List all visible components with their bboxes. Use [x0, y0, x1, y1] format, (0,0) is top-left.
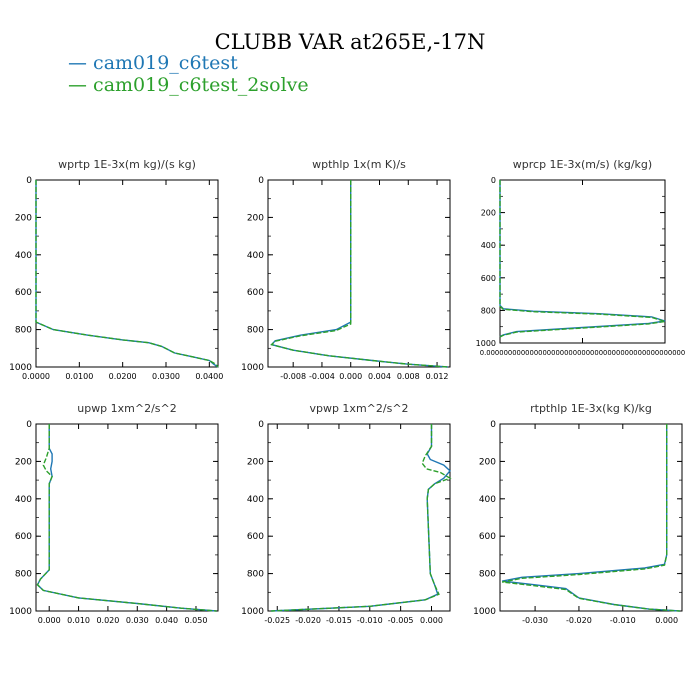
- xtick-label: -0.004: [309, 372, 335, 381]
- ytick-label: 600: [15, 532, 32, 542]
- ytick-label: 0: [490, 420, 496, 430]
- xtick-label: -0.010: [357, 616, 383, 625]
- ytick-label: 400: [15, 251, 32, 261]
- ytick-label: 600: [479, 532, 496, 542]
- panel-frame-5: [267, 423, 451, 612]
- xtick-label: 0.000: [655, 616, 678, 625]
- series-line-2: [270, 180, 448, 368]
- xtick-label: 0.004: [368, 372, 391, 381]
- legend-swatch-2: —: [68, 74, 87, 96]
- ytick-label: 0: [26, 176, 32, 186]
- xtick-label: 0.00000000000000000000000000000000000000…: [480, 349, 685, 357]
- xtick-label: 0.012: [426, 372, 449, 381]
- xtick-label: 0.000: [38, 616, 61, 625]
- series-line-1: [35, 180, 219, 368]
- ytick-label: 600: [481, 274, 496, 283]
- ytick-label: 800: [247, 570, 264, 580]
- page-title: CLUBB VAR at265E,-17N: [214, 30, 486, 54]
- ytick-label: 1000: [9, 363, 32, 373]
- ytick-label: 400: [479, 495, 496, 505]
- ytick-label: 0: [258, 176, 264, 186]
- xtick-label: 0.0100: [65, 372, 93, 381]
- ytick-label: 400: [247, 251, 264, 261]
- panel-title-6: rtpthlp 1E-3x(kg K)/kg: [530, 402, 652, 415]
- xtick-label: -0.030: [522, 616, 548, 625]
- ytick-label: 0: [258, 420, 264, 430]
- legend-swatch-1: —: [68, 52, 87, 74]
- ytick-label: 200: [479, 457, 496, 467]
- series-line-2: [271, 424, 452, 612]
- xtick-label: 0.050: [185, 616, 208, 625]
- panel-title-4: upwp 1xm^2/s^2: [77, 402, 177, 415]
- xtick-label: 0.008: [397, 372, 420, 381]
- xtick-label: 0.000: [420, 616, 443, 625]
- xtick-label: 0.030: [126, 616, 149, 625]
- ytick-label: 1000: [241, 363, 264, 373]
- legend-entry-series-1: — cam019_c6test: [68, 52, 238, 74]
- ytick-label: 800: [247, 326, 264, 336]
- ytick-label: 400: [15, 495, 32, 505]
- xtick-label: -0.025: [264, 616, 290, 625]
- xtick-label: 0.040: [155, 616, 178, 625]
- ytick-label: 1000: [241, 607, 264, 617]
- series-line-1: [36, 424, 217, 612]
- xtick-label: -0.020: [566, 616, 592, 625]
- ytick-label: 200: [15, 457, 32, 467]
- series-line-2: [499, 180, 666, 338]
- panel-title-1: wprtp 1E-3x(m kg)/(s kg): [58, 158, 196, 171]
- series-line-2: [36, 424, 217, 612]
- panel-title-5: vpwp 1xm^2/s^2: [309, 402, 408, 415]
- series-line-1: [502, 424, 680, 612]
- xtick-label: -0.005: [388, 616, 414, 625]
- ytick-label: 200: [481, 209, 496, 218]
- xtick-label: 0.0400: [195, 372, 223, 381]
- panel-frame-3: [499, 179, 666, 344]
- legend-label-1: cam019_c6test: [93, 52, 238, 74]
- xtick-label: 0.0200: [109, 372, 137, 381]
- ytick-label: 200: [247, 457, 264, 467]
- ytick-label: 800: [15, 326, 32, 336]
- xtick-label: 0.000: [339, 372, 362, 381]
- xtick-label: -0.010: [610, 616, 636, 625]
- panel-title-2: wpthlp 1x(m K)/s: [312, 158, 406, 171]
- xtick-label: -0.008: [280, 372, 306, 381]
- series-line-1: [271, 424, 451, 612]
- ytick-label: 200: [15, 213, 32, 223]
- ytick-label: 200: [247, 213, 264, 223]
- xtick-label: 0.0000: [22, 372, 50, 381]
- ytick-label: 400: [247, 495, 264, 505]
- xtick-label: 0.0300: [152, 372, 180, 381]
- ytick-label: 1000: [473, 607, 496, 617]
- panel-frame-6: [499, 423, 683, 612]
- panel-frame-1: [35, 179, 219, 368]
- ytick-label: 800: [15, 570, 32, 580]
- ytick-label: 800: [479, 570, 496, 580]
- ytick-label: 400: [481, 241, 496, 250]
- panel-frame-4: [35, 423, 219, 612]
- series-line-1: [270, 180, 448, 368]
- xtick-label: -0.020: [295, 616, 321, 625]
- ytick-label: 800: [481, 306, 496, 315]
- ytick-label: 1000: [9, 607, 32, 617]
- ytick-label: 0: [26, 420, 32, 430]
- ytick-label: 600: [247, 288, 264, 298]
- series-line-2: [35, 180, 219, 368]
- ytick-label: 600: [15, 288, 32, 298]
- xtick-label: -0.015: [326, 616, 352, 625]
- panel-title-3: wprcp 1E-3x(m/s) (kg/kg): [513, 158, 652, 171]
- ytick-label: 1000: [476, 339, 496, 348]
- panel-frame-2: [267, 179, 451, 368]
- ytick-label: 600: [247, 532, 264, 542]
- xtick-label: 0.010: [67, 616, 90, 625]
- legend-entry-series-2: — cam019_c6test_2solve: [68, 74, 309, 96]
- xtick-label: 0.020: [96, 616, 119, 625]
- ytick-label: 0: [491, 176, 496, 185]
- series-line-2: [502, 424, 680, 612]
- legend-label-2: cam019_c6test_2solve: [93, 74, 309, 96]
